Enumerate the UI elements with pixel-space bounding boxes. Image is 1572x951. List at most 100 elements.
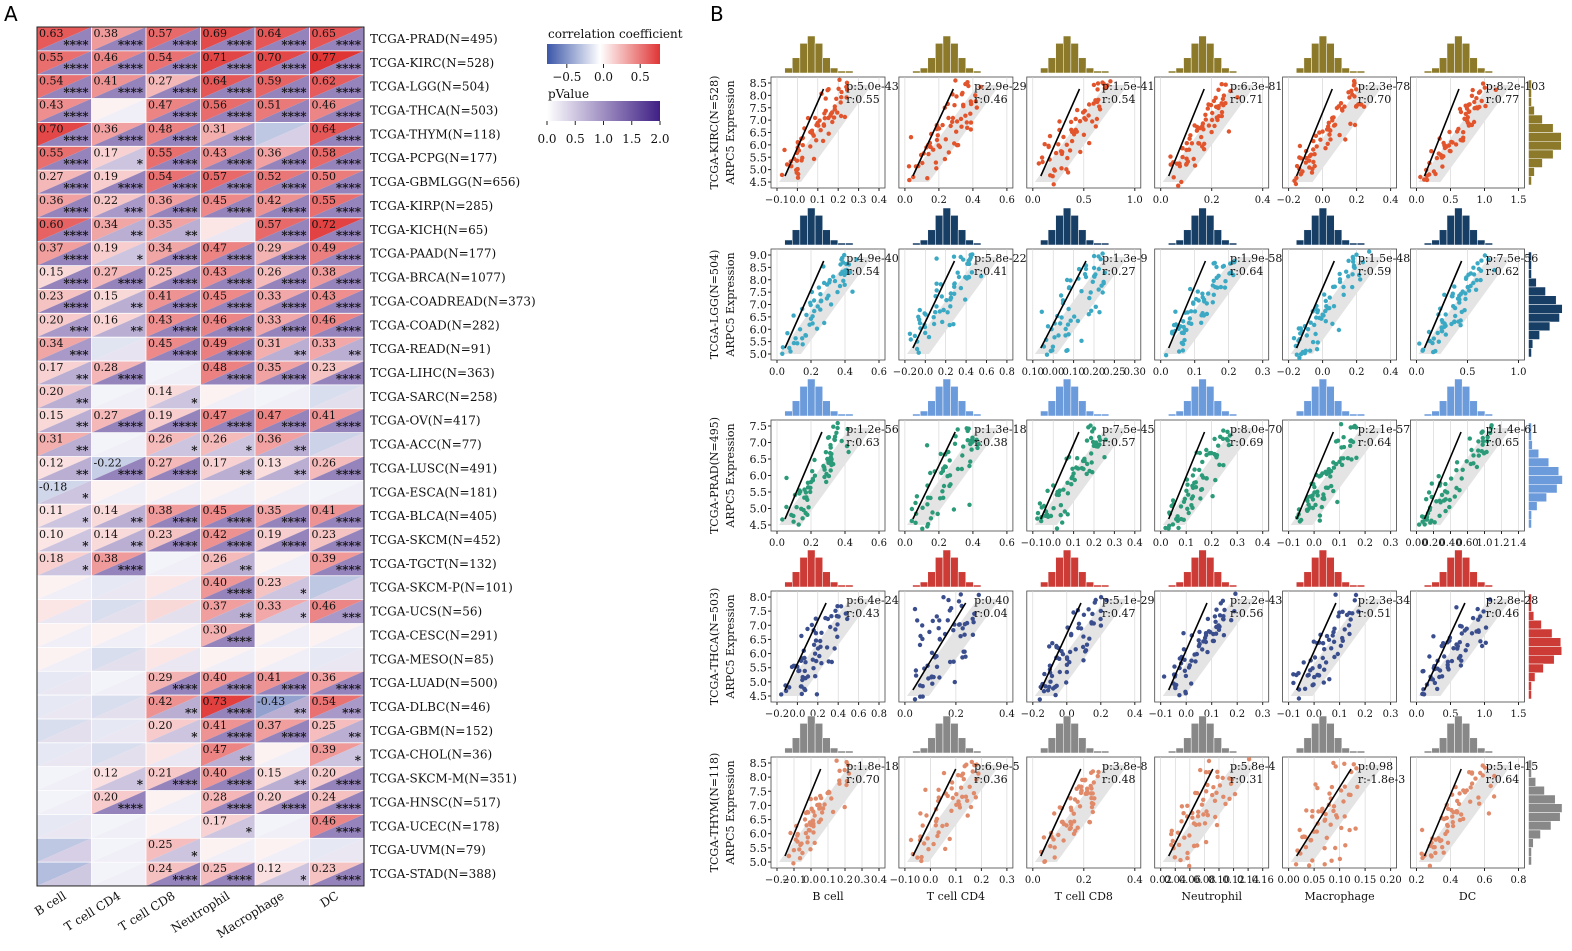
scatter-point [1458, 663, 1464, 668]
heatmap-corr-triangle [309, 766, 364, 791]
scatter-point [1208, 102, 1214, 108]
heatmap-significance-stars: **** [118, 86, 144, 100]
heatmap-value-label: 0.20 [148, 719, 173, 732]
heatmap-pvalue-triangle [255, 599, 310, 624]
scatter-point [928, 470, 933, 476]
scatter-ytick-label: 4.5 [750, 690, 768, 703]
scatter-rvalue: r:0.38 [974, 436, 1007, 449]
scatter-x-histogram-bar [1318, 715, 1327, 754]
heatmap-significance-stars: **** [172, 86, 198, 100]
heatmap-row-label: TCGA-PRAD(N=495) [370, 32, 498, 46]
scatter-xtick-label: 0.4 [1443, 875, 1459, 886]
scatter-x-histogram-bar [822, 229, 831, 246]
scatter-point [1215, 769, 1220, 774]
scatter-point [951, 628, 956, 633]
scatter-x-histogram-bar [1228, 750, 1238, 754]
scatter-point [1088, 435, 1094, 441]
scatter-x-histogram-bar [1190, 723, 1200, 754]
scatter-y-histogram-bar [1528, 628, 1553, 638]
scatter-point [1214, 624, 1219, 630]
heatmap-significance-stars: **** [118, 420, 144, 434]
heatmap-pvalue-triangle [309, 74, 364, 99]
scatter-xtick-label: 0.2 [1221, 367, 1237, 378]
heatmap-value-label: 0.57 [203, 170, 228, 183]
scatter-pvalue: p:1.2e-56 [846, 423, 898, 436]
scatter-rvalue: r:0.46 [1486, 607, 1519, 620]
scatter-confidence-band [906, 257, 1000, 354]
heatmap-significance-stars: ** [239, 467, 252, 481]
scatter-point [960, 453, 965, 458]
heatmap-corr-triangle [309, 217, 364, 242]
scatter-point [1316, 673, 1321, 678]
scatter-point [1068, 318, 1073, 323]
heatmap-corr-triangle [255, 170, 310, 195]
scatter-point [1338, 643, 1344, 648]
scatter-x-histogram-bar [1175, 239, 1184, 246]
heatmap-row-label: TCGA-COADREAD(N=373) [370, 294, 536, 308]
scatter-point [793, 837, 798, 842]
scatter-point [1335, 651, 1341, 657]
heatmap-significance-stars: **** [227, 109, 253, 123]
scatter-point [1304, 808, 1309, 813]
scatter-point [1297, 355, 1302, 361]
scatter-point [1346, 792, 1352, 797]
scatter-point [951, 322, 956, 327]
scatter-point [969, 447, 974, 452]
scatter-point [915, 855, 920, 860]
heatmap-value-label: 0.47 [257, 409, 282, 422]
scatter-point [1067, 660, 1072, 665]
scatter-point [1459, 631, 1465, 636]
heatmap-value-label: 0.23 [312, 528, 337, 541]
scatter-point [1299, 517, 1304, 523]
scatter-point [1327, 127, 1332, 133]
heatmap-corr-triangle [146, 432, 201, 457]
scatter-point [844, 778, 850, 784]
heatmap-value-label: 0.25 [203, 862, 228, 875]
scatter-point [784, 504, 789, 510]
scatter-ylabel-cohort: TCGA-LGG(N=504) [708, 250, 721, 360]
scatter-point [967, 463, 972, 469]
scatter-xtick-label: 0.2 [810, 709, 826, 720]
scatter-point [1323, 660, 1329, 665]
scatter-point [844, 95, 849, 100]
heatmap-value-label: 0.56 [203, 99, 228, 112]
scatter-xtick-label: 0.5 [1460, 367, 1476, 378]
scatter-point [1342, 784, 1348, 789]
scatter-point [938, 451, 943, 457]
heatmap-pvalue-triangle [91, 671, 146, 696]
scatter-x-histogram-bar [1190, 43, 1200, 74]
scatter-point [1420, 347, 1426, 352]
scatter-point [1353, 592, 1359, 598]
scatter-point [936, 626, 941, 631]
scatter-point [1485, 434, 1490, 440]
scatter-pvalue: p:2.9e-29 [974, 80, 1026, 93]
scatter-x-histogram-bar [1326, 43, 1335, 74]
scatter-x-histogram-bar [807, 715, 816, 754]
scatter-point [924, 443, 930, 448]
scatter-y-histogram-bar [1528, 501, 1538, 511]
scatter-point [1047, 684, 1052, 690]
scatter-point [969, 270, 975, 275]
heatmap-pvalue-triangle [91, 408, 146, 433]
heatmap-value-label: 0.23 [312, 361, 337, 374]
scatter-x-histogram-bar [1477, 747, 1486, 754]
scatter-x-histogram-bar [1454, 549, 1463, 588]
scatter-x-histogram-bar [807, 207, 816, 246]
scatter-subplot: −0.2 0.0 0.2 0.4 0.6 0.8p:5.8e-22r:0.41 [893, 207, 1027, 378]
scatter-x-histogram-bar [784, 410, 793, 417]
scatter-point [1170, 329, 1175, 334]
scatter-x-histogram-bar [1477, 67, 1486, 74]
scatter-rvalue: r:0.51 [1358, 607, 1391, 620]
scatter-xtick-label: 0.00 [1405, 538, 1427, 549]
scatter-point [1445, 665, 1451, 670]
heatmap-row-label: TCGA-SKCM-M(N=351) [370, 772, 517, 786]
scatter-point [933, 823, 938, 828]
heatmap-value-label: 0.35 [257, 361, 282, 374]
scatter-regression-line [1295, 260, 1336, 349]
scatter-point [1439, 329, 1445, 334]
scatter-point [835, 110, 840, 115]
scatter-point [1473, 776, 1478, 781]
scatter-x-histogram-bar [1461, 386, 1471, 417]
scatter-point [814, 326, 820, 331]
scatter-point [1328, 137, 1333, 142]
